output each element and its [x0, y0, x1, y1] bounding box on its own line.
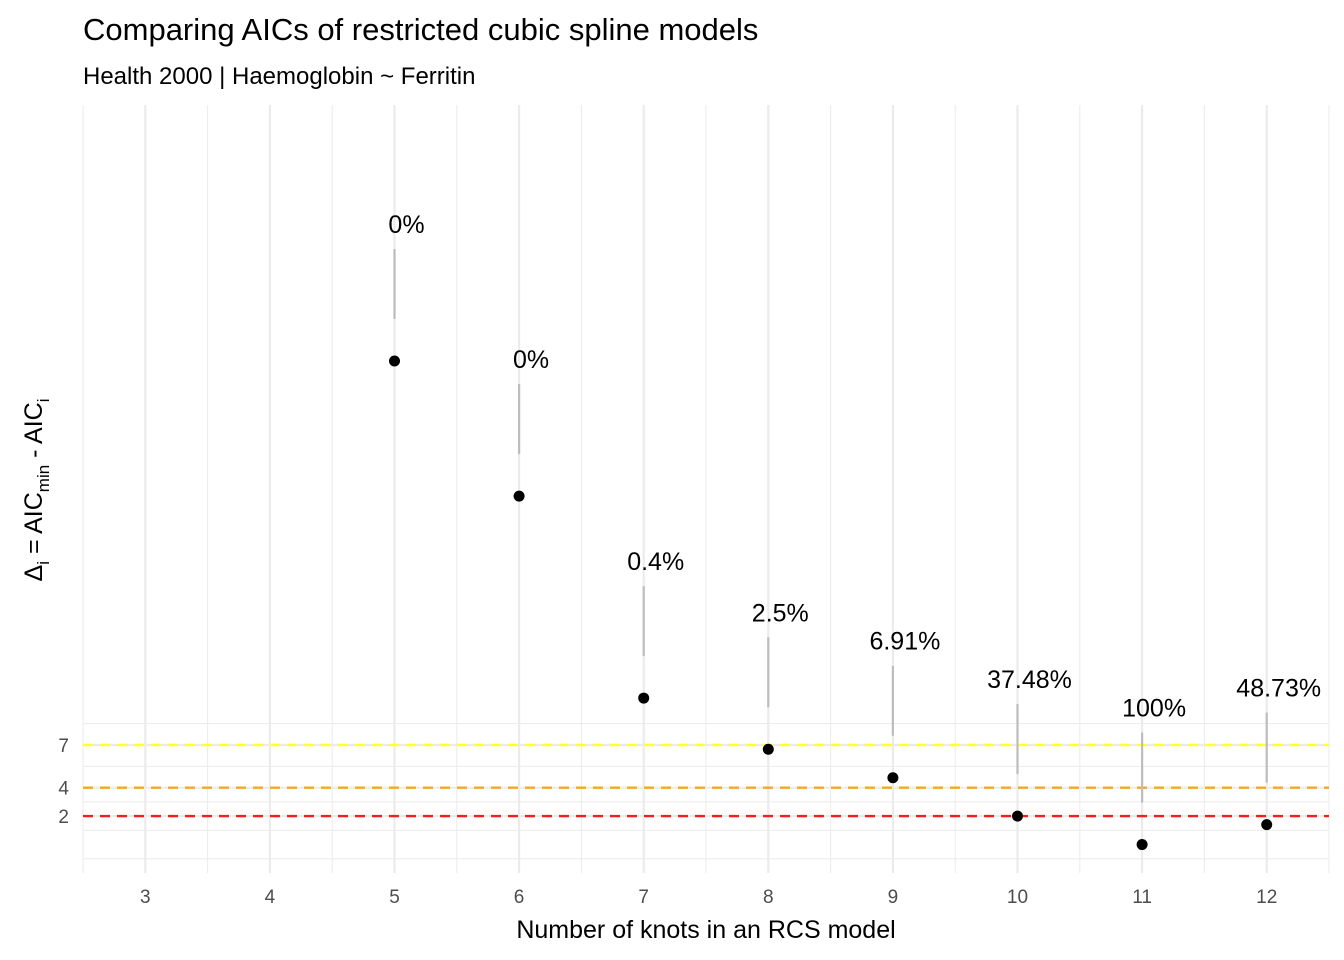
y-axis-title-aici: - AIC [20, 402, 48, 465]
data-point [887, 772, 899, 784]
x-tick-label: 3 [140, 887, 151, 908]
data-label: 6.91% [869, 628, 940, 656]
data-point [513, 490, 525, 502]
chart-title: Comparing AICs of restricted cubic splin… [83, 12, 758, 47]
data-point [638, 692, 650, 704]
y-tick-label: 4 [58, 779, 69, 800]
chart-subtitle: Health 2000 | Haemoglobin ~ Ferritin [83, 63, 475, 90]
y-axis-title-sub-i: i [34, 561, 53, 565]
data-label: 48.73% [1236, 675, 1321, 703]
x-tick-label: 10 [1007, 887, 1028, 908]
data-label: 0.4% [627, 548, 684, 576]
x-tick-label: 4 [265, 887, 276, 908]
x-tick-label: 9 [888, 887, 899, 908]
data-label: 0% [513, 346, 549, 374]
x-tick-label: 8 [763, 887, 774, 908]
data-point [1261, 819, 1273, 831]
y-axis-title-sub-min: min [34, 465, 53, 492]
x-tick-label: 12 [1256, 887, 1277, 908]
y-axis-title-delta: Δ [20, 565, 48, 582]
x-tick-label: 11 [1132, 887, 1152, 908]
x-tick-label: 5 [389, 887, 400, 908]
data-label: 37.48% [987, 666, 1072, 694]
data-label: 2.5% [752, 599, 809, 627]
y-axis-title-sub-i2: i [34, 399, 53, 403]
plot-area: 3 4 5 6 7 8 9 10 11 12 2 4 7 0% 0% 0.4% 2.5% 6.91% 37.48% 1… [58, 105, 1330, 908]
data-point [762, 743, 774, 755]
data-point [1012, 810, 1023, 822]
data-point [389, 355, 400, 367]
data-point [1136, 839, 1148, 851]
y-tick-label: 2 [58, 807, 69, 828]
data-label: 0% [388, 211, 424, 239]
x-tick-label: 6 [514, 887, 525, 908]
x-axis-title: Number of knots in an RCS model [516, 916, 895, 944]
y-axis-title: Δi = AICmin - AICi [20, 399, 53, 582]
data-label: 100% [1122, 695, 1186, 723]
y-axis-title-aicmin: = AIC [20, 492, 48, 561]
y-tick-label: 7 [58, 736, 69, 757]
x-tick-label: 7 [638, 887, 649, 908]
